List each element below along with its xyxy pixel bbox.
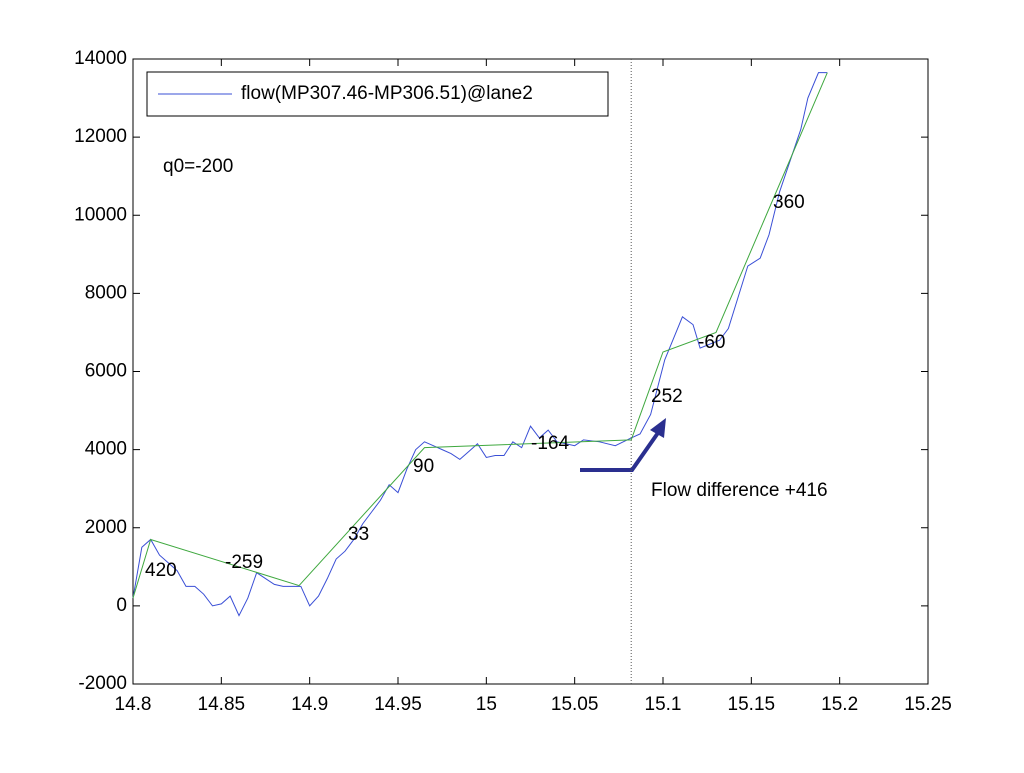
annotation: Flow difference +416: [651, 480, 828, 501]
x-tick-label: 15.25: [904, 694, 952, 715]
y-tick-label: 0: [116, 595, 127, 616]
y-tick-label: 10000: [74, 204, 127, 225]
annotation: 360: [773, 192, 805, 213]
x-tick-label: 14.8: [115, 694, 152, 715]
x-tick-label: 15.05: [551, 694, 599, 715]
plot-area: [132, 58, 929, 685]
annotation: -164: [531, 433, 569, 454]
series-line: [132, 72, 828, 617]
y-tick-label: -2000: [78, 673, 127, 694]
annotation: 420: [145, 560, 177, 581]
y-tick-label: 14000: [74, 48, 127, 69]
x-tick-label: 14.95: [374, 694, 422, 715]
x-tick-label: 15.2: [821, 694, 858, 715]
x-tick-label: 14.9: [291, 694, 328, 715]
annotation: 252: [651, 386, 683, 407]
annotation: q0=-200: [163, 156, 233, 177]
y-tick-label: 4000: [85, 439, 127, 460]
x-tick-label: 15.15: [728, 694, 776, 715]
legend-label: flow(MP307.46-MP306.51)@lane2: [241, 83, 533, 104]
annotation: -259: [225, 552, 263, 573]
y-tick-label: 12000: [74, 126, 127, 147]
arrow: [580, 418, 666, 472]
x-tick-label: 15.1: [645, 694, 682, 715]
x-tick-label: 15: [476, 694, 497, 715]
y-tick-label: 6000: [85, 361, 127, 382]
y-tick-label: 2000: [85, 517, 127, 538]
annotation: -60: [698, 332, 725, 353]
annotation: 90: [413, 456, 434, 477]
series-line: [132, 72, 828, 599]
y-tick-label: 8000: [85, 282, 127, 303]
annotation: 33: [348, 524, 369, 545]
x-tick-label: 14.85: [198, 694, 246, 715]
